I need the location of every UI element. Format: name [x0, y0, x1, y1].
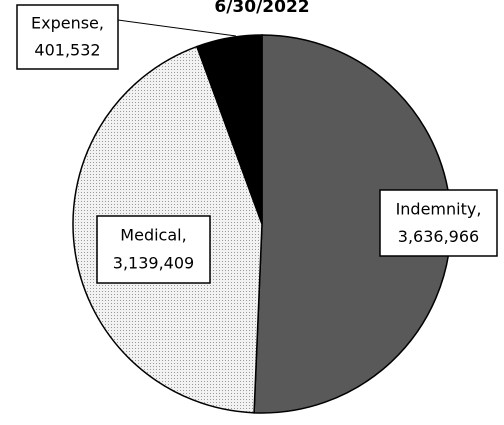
label-box — [379, 189, 498, 257]
label-box — [16, 4, 119, 70]
label-name: Medical, — [120, 226, 186, 245]
label-box — [96, 215, 211, 284]
label-value: 3,139,409 — [113, 254, 194, 273]
pie-slice — [195, 34, 263, 225]
label-value: 401,532 — [34, 41, 100, 60]
label-value: 3,636,966 — [398, 227, 479, 246]
label-name: Expense, — [31, 14, 104, 33]
label-name: Indemnity, — [396, 199, 482, 218]
chart-title: 6/30/2022 — [214, 0, 309, 17]
leader-line — [117, 19, 237, 37]
